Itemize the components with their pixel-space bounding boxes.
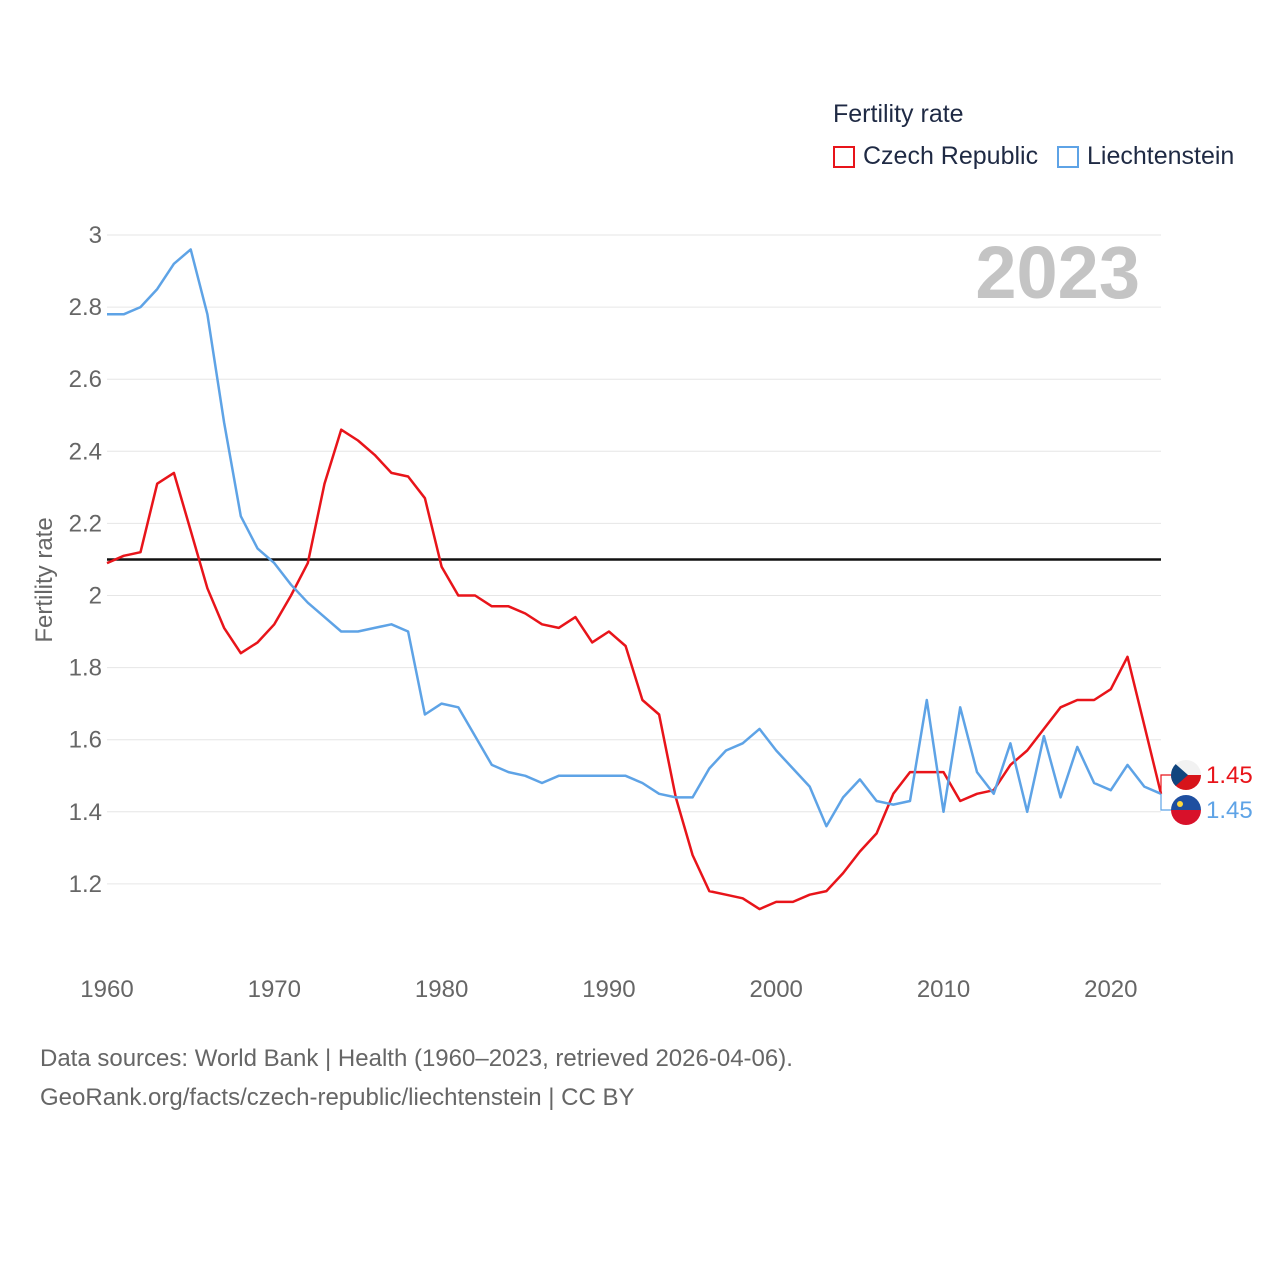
- series-line-liechtenstein: [107, 248, 1162, 828]
- legend-label-liechtenstein: Liechtenstein: [1087, 142, 1235, 170]
- end-value-label: 1.45: [1206, 797, 1253, 824]
- y-tick-label: 2.4: [69, 438, 102, 465]
- y-tick-label: 1.2: [69, 871, 102, 898]
- x-tick-label: 2000: [750, 976, 803, 1003]
- x-tick-label: 1960: [80, 976, 133, 1003]
- y-tick-label: 1.4: [69, 799, 102, 826]
- liechtenstein-flag-icon: [1171, 795, 1201, 825]
- legend-item-czech-republic[interactable]: Czech Republic: [833, 142, 1038, 171]
- legend-swatch-czech-republic: [833, 145, 855, 168]
- x-tick-label: 1980: [415, 976, 468, 1003]
- y-tick-label: 2.6: [69, 366, 102, 393]
- gridlines: [107, 234, 1161, 885]
- x-axis-ticks: 1960 1970 1980 1990 2000 2010 2020: [80, 976, 1137, 1003]
- series-lines: [106, 248, 1163, 911]
- y-tick-label: 3: [89, 222, 102, 249]
- y-tick-label: 1.8: [69, 655, 102, 682]
- x-tick-label: 2020: [1084, 976, 1137, 1003]
- x-tick-label: 2010: [917, 976, 970, 1003]
- y-axis-label: Fertility rate: [31, 517, 58, 642]
- x-tick-label: 1990: [582, 976, 635, 1003]
- y-tick-label: 2.2: [69, 510, 102, 537]
- source-line-1: Data sources: World Bank | Health (1960–…: [40, 1045, 793, 1072]
- legend-title: Fertility rate: [833, 100, 964, 128]
- y-tick-label: 1.6: [69, 727, 102, 754]
- czech-flag-icon: [1171, 760, 1201, 790]
- end-value-label: 1.45: [1206, 762, 1253, 789]
- end-connector: [1160, 793, 1171, 811]
- series-line-czech-republic: [106, 428, 1163, 911]
- y-tick-label: 2: [89, 583, 102, 610]
- legend-item-liechtenstein[interactable]: Liechtenstein: [1057, 142, 1234, 171]
- x-tick-label: 1970: [248, 976, 301, 1003]
- end-markers: 1.45 1.45: [1160, 760, 1253, 825]
- year-label: 2023: [975, 231, 1140, 314]
- legend-swatch-liechtenstein: [1057, 145, 1079, 168]
- y-tick-label: 2.8: [69, 294, 102, 321]
- legend-label-czech-republic: Czech Republic: [863, 142, 1039, 170]
- y-axis-ticks: 1.2 1.4 1.6 1.8 2 2.2 2.4 2.6 2.8 3: [69, 222, 102, 898]
- end-connector: [1160, 774, 1171, 794]
- source-line-2[interactable]: GeoRank.org/facts/czech-republic/liechte…: [40, 1084, 635, 1111]
